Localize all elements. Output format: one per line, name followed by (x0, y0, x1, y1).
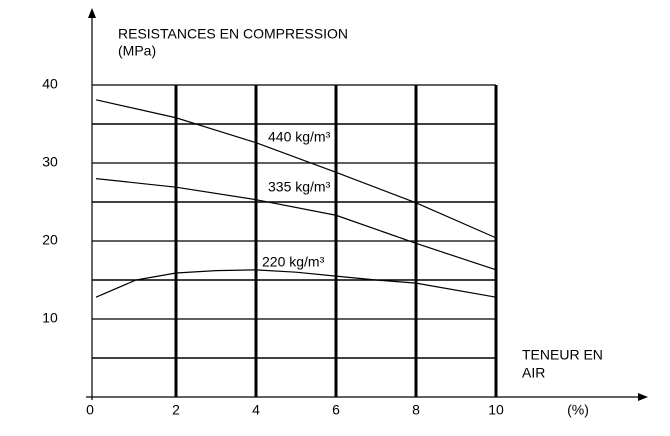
y-axis-arrow (88, 8, 96, 18)
series-label: 440 kg/m³ (268, 129, 331, 145)
y-tick-label: 40 (42, 76, 58, 92)
x-tick-label: 0 (86, 402, 94, 418)
x-tick-label: 6 (332, 402, 340, 418)
line (95, 269, 497, 298)
x-tick-label: 10 (488, 402, 504, 418)
line (95, 178, 497, 271)
x-axis-arrow (638, 393, 648, 401)
x-axis-unit: (%) (567, 402, 589, 418)
line (95, 99, 497, 239)
y-axis-title: RESISTANCES EN COMPRESSION (118, 26, 348, 42)
x-tick-label: 4 (252, 402, 260, 418)
y-tick-label: 30 (42, 154, 58, 170)
y-tick-label: 10 (42, 310, 58, 326)
y-axis-title: (MPa) (118, 43, 156, 59)
series-label: 220 kg/m³ (262, 254, 325, 270)
x-tick-label: 8 (412, 402, 420, 418)
x-tick-label: 2 (172, 402, 180, 418)
x-axis-title: TENEUR EN (522, 347, 603, 363)
x-axis-title: AIR (522, 365, 545, 381)
y-tick-label: 20 (42, 232, 58, 248)
series-label: 335 kg/m³ (268, 179, 331, 195)
